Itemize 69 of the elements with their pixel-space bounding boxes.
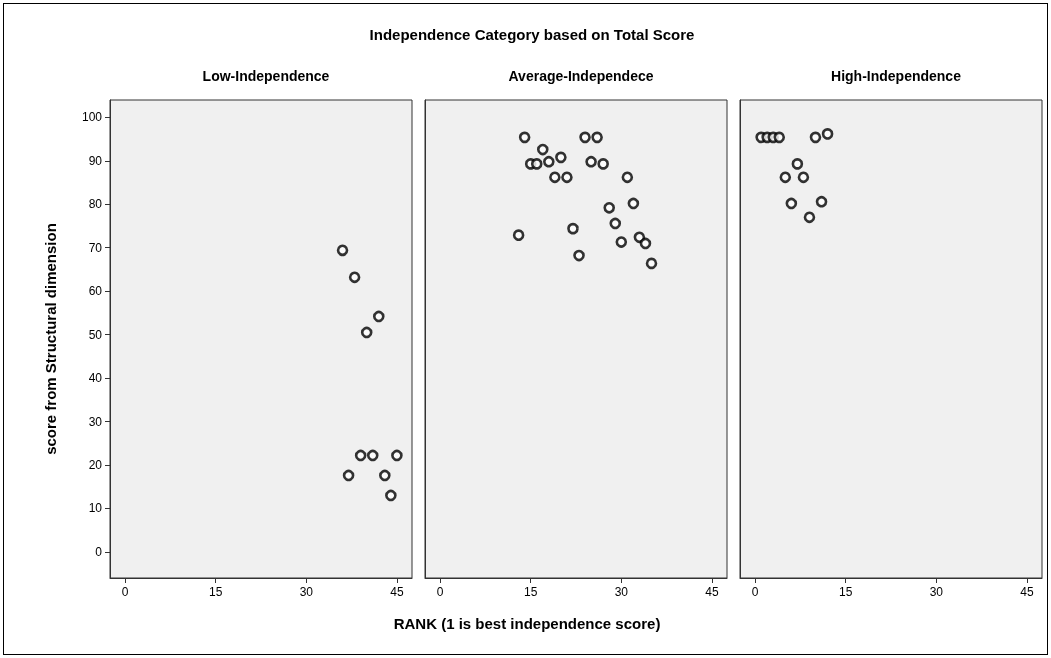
point — [342, 469, 355, 482]
x-tick-label: 0 — [436, 585, 444, 599]
x-tick-label: 45 — [1020, 585, 1034, 599]
point — [385, 489, 397, 502]
x-tick-label: 45 — [705, 585, 719, 599]
y-tick-label: 10 — [88, 501, 103, 516]
point — [530, 158, 543, 170]
point — [797, 171, 810, 184]
x-tick-label: 30 — [299, 585, 314, 599]
x-tick-label: 15 — [839, 585, 853, 599]
point — [591, 131, 603, 144]
point — [360, 326, 373, 339]
chart-subtitle: High-Independence — [831, 68, 962, 84]
point — [579, 131, 591, 144]
y-tick-label: 40 — [88, 371, 103, 386]
y-axis-title: score from Structural dimension — [42, 223, 59, 455]
point — [391, 449, 403, 462]
x-tick-label: 0 — [121, 585, 129, 599]
point — [785, 197, 798, 210]
point — [585, 155, 597, 168]
point — [561, 171, 573, 184]
x-tick-label: 45 — [390, 585, 404, 599]
x-tick-label: 30 — [929, 585, 944, 599]
y-tick-label: 50 — [88, 327, 103, 342]
point — [621, 171, 634, 184]
point — [348, 271, 361, 284]
point — [354, 449, 367, 462]
chart-subtitle: Average-Independece — [508, 68, 654, 84]
point — [609, 217, 622, 230]
point — [639, 237, 652, 250]
point — [779, 171, 792, 184]
point — [645, 257, 658, 270]
y-tick-label: 90 — [88, 153, 103, 168]
y-tick-label: 70 — [88, 240, 103, 255]
y-tick-label: 20 — [88, 458, 103, 473]
point — [536, 143, 549, 156]
x-tick-label: 15 — [209, 585, 223, 599]
point — [615, 236, 628, 248]
point — [773, 131, 786, 144]
point — [791, 158, 804, 170]
x-tick-label: 30 — [614, 585, 629, 599]
point — [366, 449, 379, 462]
y-tick-label: 0 — [95, 544, 103, 559]
y-tick-label: 60 — [88, 284, 103, 299]
point — [603, 201, 616, 214]
point — [809, 131, 822, 144]
point — [379, 469, 391, 482]
chart-subtitle: Low-Independence — [202, 68, 330, 84]
point — [821, 128, 834, 140]
point — [627, 197, 640, 210]
point — [567, 222, 579, 235]
point — [597, 158, 609, 170]
y-tick-label: 30 — [88, 414, 103, 429]
y-tick-label: 100 — [81, 110, 103, 125]
y-tick-label: 80 — [88, 197, 103, 212]
point — [815, 195, 828, 208]
point — [336, 244, 349, 257]
x-axis-title: RANK (1 is best independence score) — [393, 615, 661, 632]
point — [803, 211, 816, 224]
point — [512, 229, 525, 241]
point — [372, 310, 385, 323]
point — [555, 151, 567, 164]
point — [518, 131, 531, 144]
x-tick-label: 15 — [524, 585, 538, 599]
chart-title: Independence Category based on Total Score — [369, 26, 695, 43]
point — [543, 155, 555, 168]
x-tick-label: 0 — [751, 585, 759, 599]
point — [549, 171, 561, 184]
point — [573, 249, 585, 262]
